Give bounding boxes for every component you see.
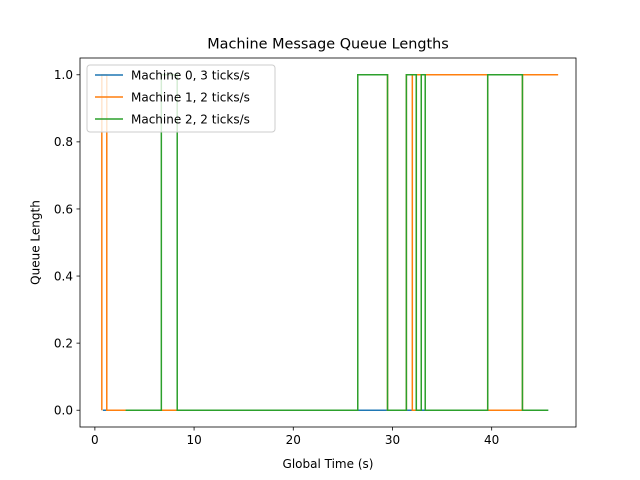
legend-label-machine-0: Machine 0, 3 ticks/s (131, 69, 250, 83)
y-tick-label: 0.2 (54, 336, 73, 350)
y-tick-label: 1.0 (54, 68, 73, 82)
x-tick-label: 20 (286, 433, 301, 447)
series-line-machine-2 (125, 74, 549, 411)
legend-label-machine-2: Machine 2, 2 ticks/s (131, 113, 250, 127)
ticks-layer: 0 10 20 30 40 0.0 0.2 0.4 0.6 0.8 1.0 (54, 68, 499, 447)
series-layer (101, 74, 559, 411)
plot-frame (79, 57, 577, 428)
y-axis-label: Queue Length (29, 200, 43, 285)
x-tick-label: 10 (186, 433, 201, 447)
legend-label-machine-1: Machine 1, 2 ticks/s (131, 91, 250, 105)
chart-title: Machine Message Queue Lengths (207, 37, 448, 53)
x-axis-label: Global Time (s) (283, 457, 374, 471)
y-tick-label: 0.6 (54, 202, 73, 216)
x-tick-label: 0 (91, 433, 99, 447)
x-tick-label: 30 (385, 433, 400, 447)
y-tick-label: 0.8 (54, 135, 73, 149)
y-tick-label: 0.0 (54, 404, 73, 418)
legend-box (86, 64, 276, 133)
legend: Machine 0, 3 ticks/s Machine 1, 2 ticks/… (86, 64, 276, 133)
x-tick-label: 40 (484, 433, 499, 447)
y-tick-label: 0.4 (54, 269, 73, 283)
